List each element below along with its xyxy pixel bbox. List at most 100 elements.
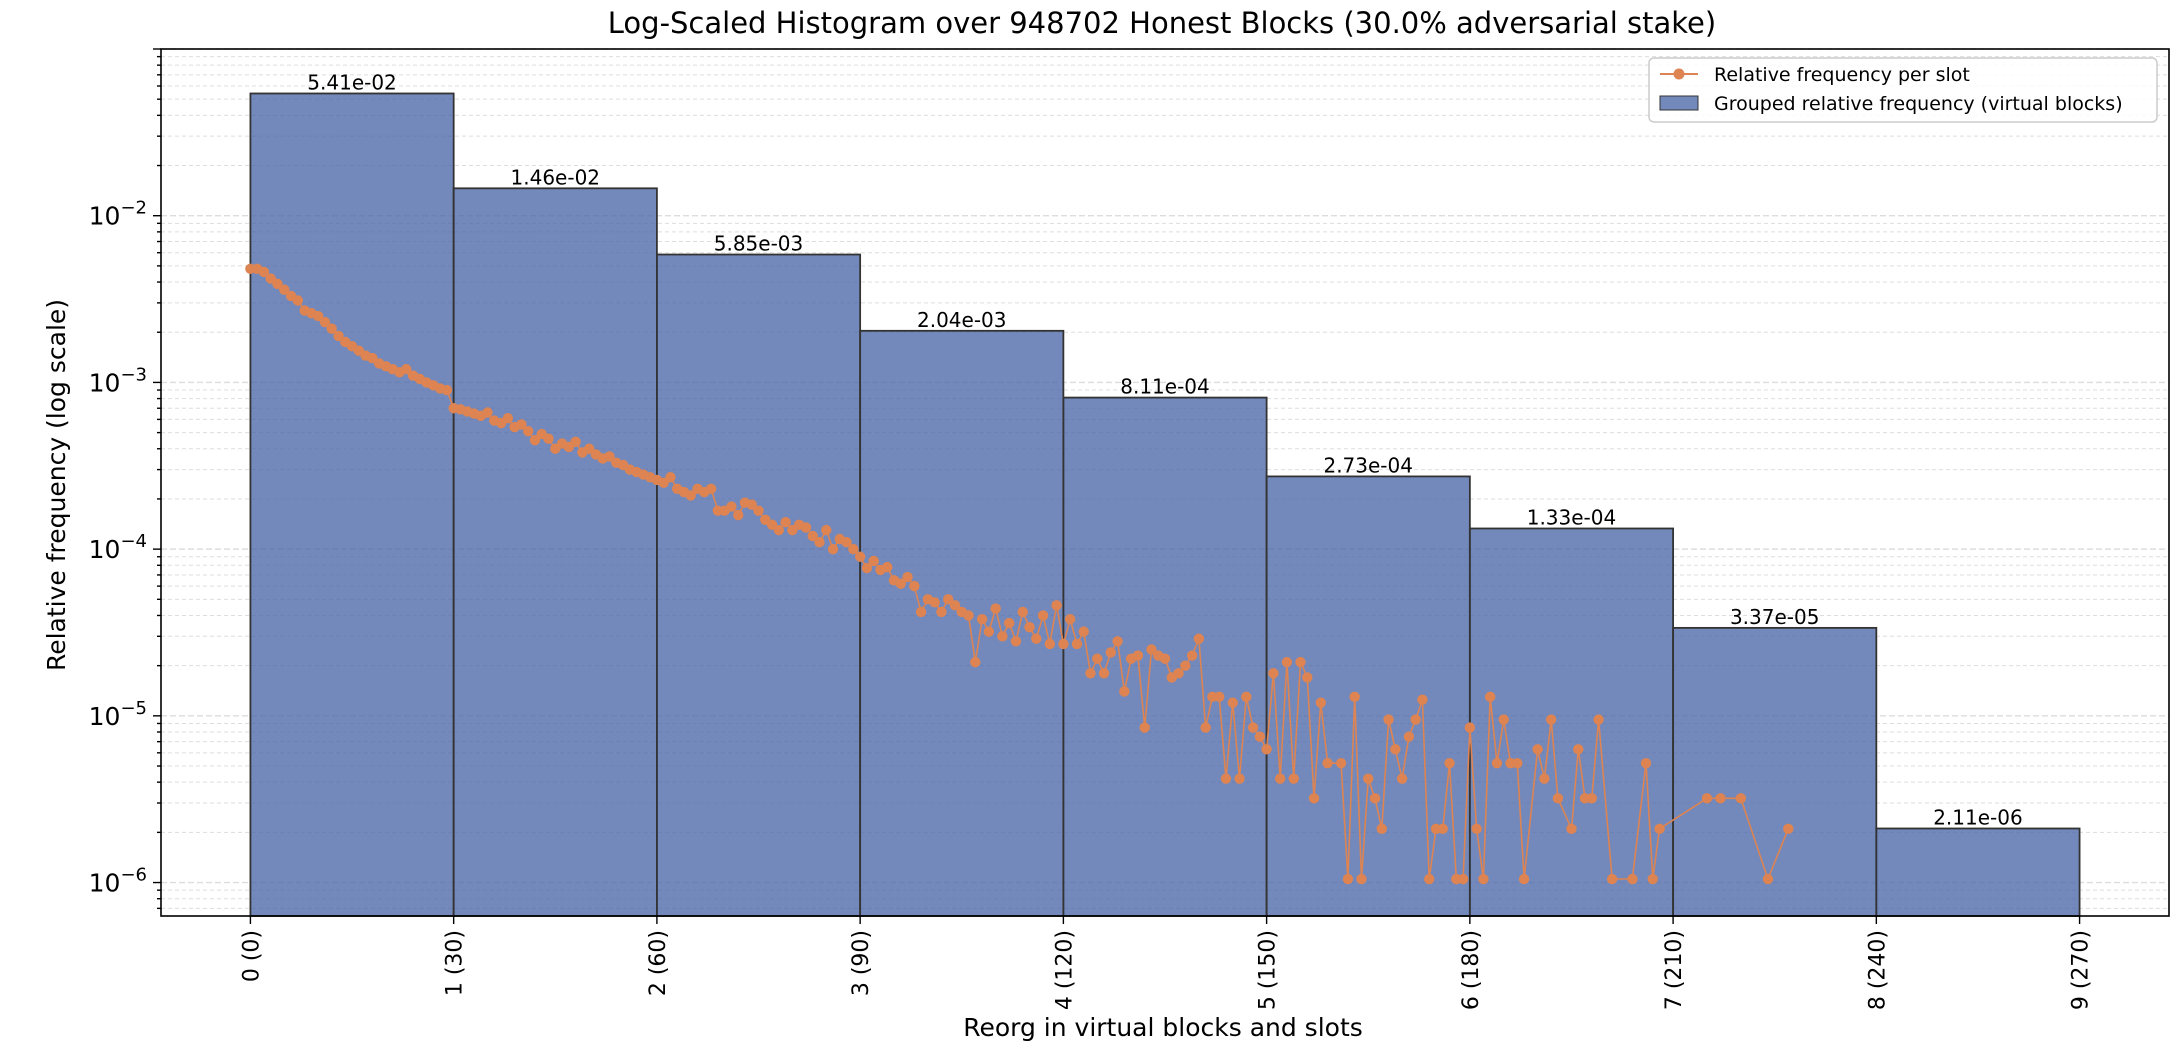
y-tick-label-3: 10−5 — [89, 698, 147, 731]
slot-point-92 — [868, 555, 879, 567]
slot-point-148 — [1247, 722, 1259, 733]
slot-point-147 — [1241, 691, 1252, 703]
bar-value-label-0: 5.41e-02 — [307, 70, 397, 94]
slot-point-40 — [516, 419, 527, 430]
slot-point-84 — [814, 537, 825, 548]
slot-point-186 — [1512, 757, 1523, 769]
slot-point-122 — [1071, 638, 1083, 650]
slot-point-75 — [753, 505, 764, 516]
slot-point-175 — [1437, 823, 1448, 835]
slot-point-197 — [1606, 873, 1618, 885]
slot-point-83 — [807, 530, 818, 542]
slot-point-82 — [800, 522, 812, 533]
slot-point-180 — [1471, 823, 1482, 835]
slot-point-103 — [943, 594, 954, 605]
slot-point-94 — [882, 561, 893, 573]
x-tick-label-6: 6 (180) — [1459, 930, 1484, 1010]
slot-point-191 — [1552, 793, 1564, 804]
slot-point-159 — [1322, 757, 1333, 769]
x-tick-label-8: 8 (240) — [1865, 930, 1890, 1010]
slot-point-110 — [990, 603, 1001, 614]
slot-point-44 — [543, 433, 554, 444]
slot-point-89 — [848, 543, 859, 555]
slot-point-169 — [1396, 773, 1408, 784]
slot-line-series — [245, 263, 1794, 885]
slot-point-109 — [983, 626, 995, 637]
slot-point-198 — [1627, 873, 1638, 885]
slot-point-152 — [1274, 773, 1286, 784]
slot-point-204 — [1735, 793, 1747, 804]
bar-value-label-2: 5.85e-03 — [714, 232, 804, 256]
legend-label-line: Relative frequency per slot — [1714, 64, 1970, 86]
slot-point-121 — [1064, 613, 1076, 625]
slot-point-158 — [1315, 697, 1327, 708]
slot-point-104 — [949, 600, 961, 611]
slot-point-78 — [773, 524, 785, 536]
x-axis-label: Reorg in virtual blocks and slots — [963, 1013, 1363, 1042]
slot-point-140 — [1193, 633, 1205, 644]
x-tick-label-2: 2 (60) — [646, 930, 671, 996]
slot-point-131 — [1132, 650, 1144, 661]
plot-frame — [160, 48, 2170, 917]
slot-point-126 — [1098, 668, 1110, 679]
x-tick-label-9: 9 (270) — [2069, 930, 2094, 1010]
slot-point-165 — [1369, 793, 1381, 804]
x-tick-label-5: 5 (150) — [1256, 930, 1281, 1010]
slot-point-106 — [963, 610, 974, 621]
chart-title: Log-Scaled Histogram over 948702 Honest … — [608, 6, 1716, 40]
slot-point-48 — [570, 436, 581, 448]
slot-point-182 — [1484, 691, 1496, 703]
y-tick-label-1: 10−3 — [89, 364, 147, 397]
slot-point-188 — [1532, 744, 1543, 755]
slot-point-29 — [441, 384, 453, 396]
bar-value-labels: 5.41e-02 1.46e-02 5.85e-03 2.04e-03 8.11e-04… — [307, 70, 2022, 829]
legend-marker-swatch — [1673, 68, 1685, 80]
legend: Relative frequency per slot Grouped rela… — [1648, 57, 2158, 123]
slot-point-116 — [1031, 633, 1042, 644]
slot-point-201 — [1654, 823, 1665, 835]
slot-point-145 — [1227, 697, 1238, 708]
slot-point-183 — [1491, 757, 1503, 769]
slot-point-151 — [1268, 668, 1279, 679]
slot-point-149 — [1254, 731, 1266, 742]
bar-value-label-6: 1.33e-04 — [1527, 505, 1617, 529]
x-tick-label-0: 0 (0) — [239, 930, 264, 982]
bar-0 — [249, 92, 455, 917]
slot-point-4 — [272, 278, 283, 290]
slot-point-7 — [292, 295, 304, 306]
slot-point-187 — [1518, 873, 1530, 885]
slot-point-107 — [970, 656, 981, 668]
slot-point-163 — [1356, 873, 1367, 885]
slot-point-141 — [1200, 722, 1211, 733]
slot-point-10 — [312, 310, 324, 322]
bar-value-label-3: 2.04e-03 — [917, 308, 1007, 332]
slot-point-206 — [1783, 823, 1794, 835]
slot-point-115 — [1024, 622, 1035, 633]
slot-point-42 — [529, 435, 541, 446]
y-tick-label-2: 10−4 — [89, 531, 147, 564]
slot-point-99 — [915, 606, 927, 618]
bar-7 — [1672, 626, 1878, 917]
slot-point-79 — [780, 517, 791, 528]
slot-point-203 — [1715, 793, 1726, 804]
legend-box — [1648, 57, 2158, 123]
slot-point-166 — [1376, 823, 1387, 835]
slot-point-164 — [1363, 773, 1374, 784]
slot-point-190 — [1545, 714, 1557, 725]
slot-point-179 — [1464, 722, 1476, 733]
slot-point-111 — [997, 631, 1008, 642]
slot-point-68 — [705, 483, 717, 495]
slot-point-154 — [1288, 773, 1299, 784]
slot-point-196 — [1593, 714, 1604, 725]
slot-point-181 — [1478, 873, 1489, 885]
slot-point-96 — [895, 578, 906, 589]
slot-point-125 — [1092, 653, 1103, 664]
bar-series — [249, 92, 2081, 917]
slot-point-5 — [279, 284, 290, 295]
slot-point-146 — [1234, 773, 1245, 784]
legend-label-bar: Grouped relative frequency (virtual bloc… — [1714, 93, 2123, 115]
slot-point-132 — [1139, 722, 1150, 733]
slot-point-195 — [1586, 793, 1598, 804]
slot-point-199 — [1640, 757, 1652, 769]
slot-point-112 — [1003, 617, 1015, 629]
